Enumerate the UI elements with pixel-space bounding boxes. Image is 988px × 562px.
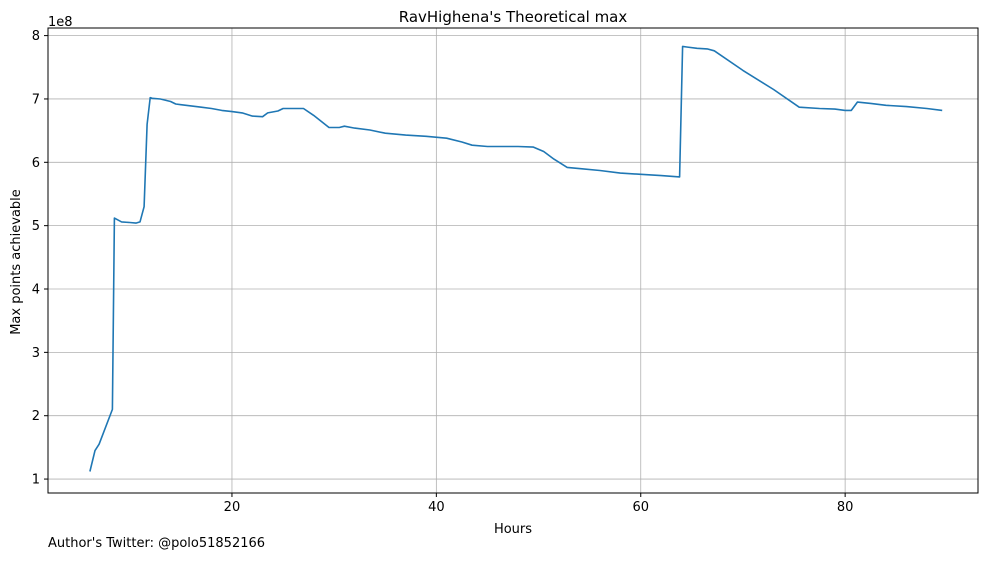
plot-frame: [47, 27, 979, 494]
y-tick-label: 2: [32, 409, 40, 424]
x-tick-label: 40: [428, 500, 445, 515]
chart-title: RavHighena's Theoretical max: [399, 8, 628, 26]
y-axis-ticks: 1 2 3 4 5 6 7 8: [32, 29, 48, 488]
y-tick-label: 5: [32, 219, 40, 234]
y-tick-label: 6: [32, 156, 40, 171]
x-axis-ticks: 20 40 60 80: [224, 493, 854, 515]
x-tick-label: 20: [224, 500, 241, 515]
y-tick-label: 3: [32, 346, 40, 361]
y-axis-label: Max points achievable: [9, 189, 24, 335]
x-tick-label: 80: [837, 500, 854, 515]
x-axis-label: Hours: [494, 522, 532, 537]
y-tick-label: 4: [32, 283, 40, 298]
author-credit: Author's Twitter: @polo51852166: [48, 536, 266, 551]
series-line: [89, 45, 943, 472]
y-tick-label: 7: [32, 92, 40, 107]
y-axis-scale-label: 1e8: [48, 15, 73, 30]
grid-lines: [48, 28, 978, 493]
y-tick-label: 8: [32, 29, 40, 44]
x-tick-label: 60: [632, 500, 649, 515]
y-tick-label: 1: [32, 473, 40, 488]
